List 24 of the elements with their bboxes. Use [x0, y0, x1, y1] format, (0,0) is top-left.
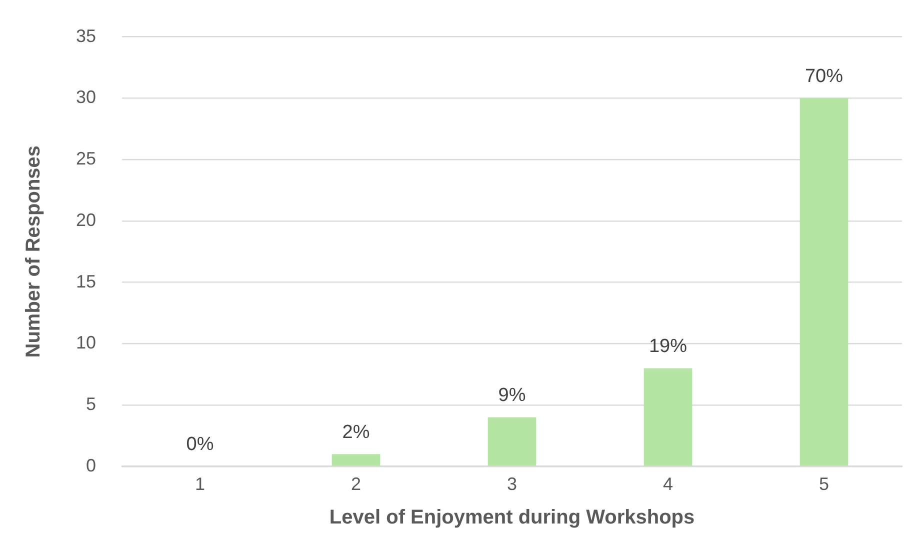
y-tick-label: 0 — [86, 455, 96, 476]
annotation: 70% — [804, 66, 844, 87]
y-tick-label: 20 — [76, 210, 96, 230]
x-tick-label: 3 — [507, 474, 518, 494]
bar — [800, 98, 848, 466]
y-tick-label: 30 — [76, 87, 96, 108]
x-tick-label: 1 — [195, 474, 206, 494]
y-tick-label: 15 — [76, 271, 96, 292]
y-tick-label: 25 — [76, 148, 96, 169]
bar — [488, 417, 536, 466]
x-axis-title: Level of Enjoyment during Workshops — [329, 506, 695, 529]
annotation: 19% — [648, 336, 688, 357]
x-tick-label: 5 — [818, 474, 830, 494]
annotation: 2% — [342, 422, 370, 443]
bar — [644, 368, 692, 466]
x-tick-label: 2 — [351, 474, 362, 494]
y-tick-label: 5 — [86, 394, 96, 414]
y-axis-title: Number of Responses — [22, 145, 45, 358]
annotation: 0% — [186, 434, 214, 456]
bar — [332, 454, 380, 466]
y-tick-label: 10 — [76, 332, 96, 353]
x-tick-label: 4 — [663, 474, 674, 494]
y-tick-label: 35 — [76, 26, 96, 46]
annotation: 9% — [498, 385, 526, 406]
